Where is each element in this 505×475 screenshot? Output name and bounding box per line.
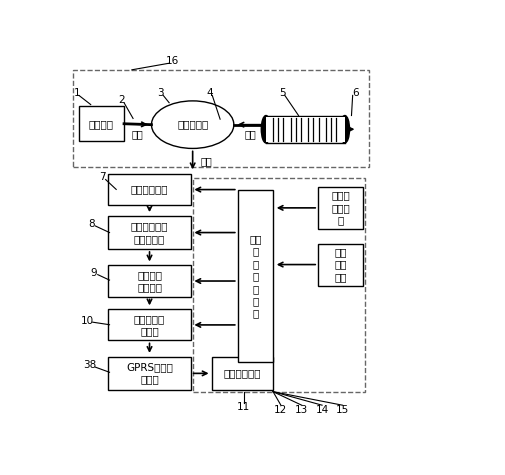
Bar: [108, 266, 190, 296]
Text: 光纤: 光纤: [200, 156, 212, 166]
Ellipse shape: [151, 101, 233, 148]
Text: 9: 9: [90, 268, 97, 278]
Text: 16: 16: [165, 57, 179, 66]
Text: 装置
内
部
储
能
电
池: 装置 内 部 储 能 电 池: [248, 234, 261, 319]
Bar: [108, 216, 190, 249]
Text: 38: 38: [83, 361, 96, 370]
Bar: [266, 117, 344, 142]
Text: 12: 12: [274, 405, 287, 415]
Text: 8: 8: [88, 219, 94, 229]
Text: 4: 4: [206, 88, 213, 98]
Text: 数据无线传
输模块: 数据无线传 输模块: [134, 314, 165, 336]
Text: 数据转换
处理模块: 数据转换 处理模块: [137, 270, 162, 292]
Text: 光纤耦合器: 光纤耦合器: [177, 120, 208, 130]
Text: 10: 10: [81, 316, 94, 326]
Bar: [318, 187, 363, 229]
Bar: [237, 190, 273, 362]
Bar: [108, 174, 190, 205]
Bar: [192, 178, 365, 392]
Text: 3: 3: [157, 88, 164, 98]
Bar: [108, 357, 190, 390]
Bar: [73, 70, 369, 167]
Bar: [79, 106, 124, 141]
Text: 6: 6: [351, 88, 358, 98]
Bar: [108, 309, 190, 341]
Text: 远程监控中心: 远程监控中心: [224, 369, 261, 379]
Text: 光纤: 光纤: [243, 129, 256, 139]
Text: 信号放大及带
通滤波电路: 信号放大及带 通滤波电路: [130, 221, 168, 244]
Text: 5: 5: [278, 88, 285, 98]
Text: 宽带光源: 宽带光源: [89, 119, 114, 129]
Bar: [318, 244, 363, 285]
Text: 11: 11: [236, 402, 250, 412]
Ellipse shape: [339, 115, 349, 143]
Bar: [266, 115, 344, 143]
Text: 热能
收集
模块: 热能 收集 模块: [334, 247, 346, 282]
Text: 13: 13: [294, 405, 308, 415]
Text: 7: 7: [99, 172, 106, 182]
Text: 太阳能
收集模
块: 太阳能 收集模 块: [331, 190, 349, 225]
Text: 光电检测电路: 光电检测电路: [130, 185, 168, 195]
Text: 2: 2: [118, 95, 124, 105]
Text: 1: 1: [74, 88, 80, 98]
Text: GPRS数据传
输终端: GPRS数据传 输终端: [126, 362, 173, 385]
Bar: [212, 357, 273, 390]
Text: 光纤: 光纤: [132, 129, 143, 139]
Text: 15: 15: [335, 405, 348, 415]
Text: 14: 14: [315, 405, 328, 415]
Ellipse shape: [261, 115, 270, 143]
